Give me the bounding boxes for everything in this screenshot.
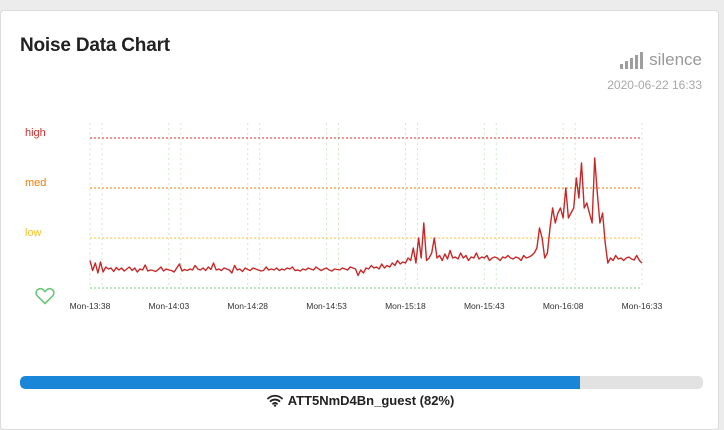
x-tick-label: Mon-14:28 [227, 301, 268, 311]
timestamp: 2020-06-22 16:33 [607, 78, 702, 92]
wifi-status: ATT5NmD4Bn_guest (82%) [1, 393, 720, 408]
x-tick-labels: Mon-13:38 Mon-14:03 Mon-14:28 Mon-14:53 Mon-… [70, 301, 663, 311]
x-tick-label: Mon-14:03 [149, 301, 190, 311]
noise-card: Noise Data Chart silence 2020-06-22 16:3… [0, 10, 719, 430]
threshold-label-med: med [25, 177, 46, 189]
threshold-label-low: low [25, 227, 42, 239]
noise-series-line [89, 157, 643, 277]
vertical-gridlines [89, 123, 643, 288]
heart-icon[interactable] [35, 287, 55, 305]
noise-status: silence [620, 51, 702, 69]
x-tick-label: Mon-14:53 [306, 301, 347, 311]
x-tick-label: Mon-15:18 [385, 301, 426, 311]
x-tick-label: Mon-16:08 [543, 301, 584, 311]
wifi-icon [266, 394, 283, 407]
x-tick-label: Mon-15:43 [464, 301, 505, 311]
threshold-lines: high med low [25, 127, 642, 239]
threshold-label-high: high [25, 127, 46, 139]
x-tick-label: Mon-16:33 [622, 301, 663, 311]
card-title: Noise Data Chart [20, 35, 170, 56]
x-tick-label: Mon-13:38 [70, 301, 111, 311]
signal-strength-bar [20, 376, 703, 389]
signal-strength-fill [20, 376, 581, 389]
wifi-label: ATT5NmD4Bn_guest (82%) [287, 393, 455, 408]
status-label: silence [649, 50, 702, 69]
signal-bars-icon [620, 51, 644, 69]
